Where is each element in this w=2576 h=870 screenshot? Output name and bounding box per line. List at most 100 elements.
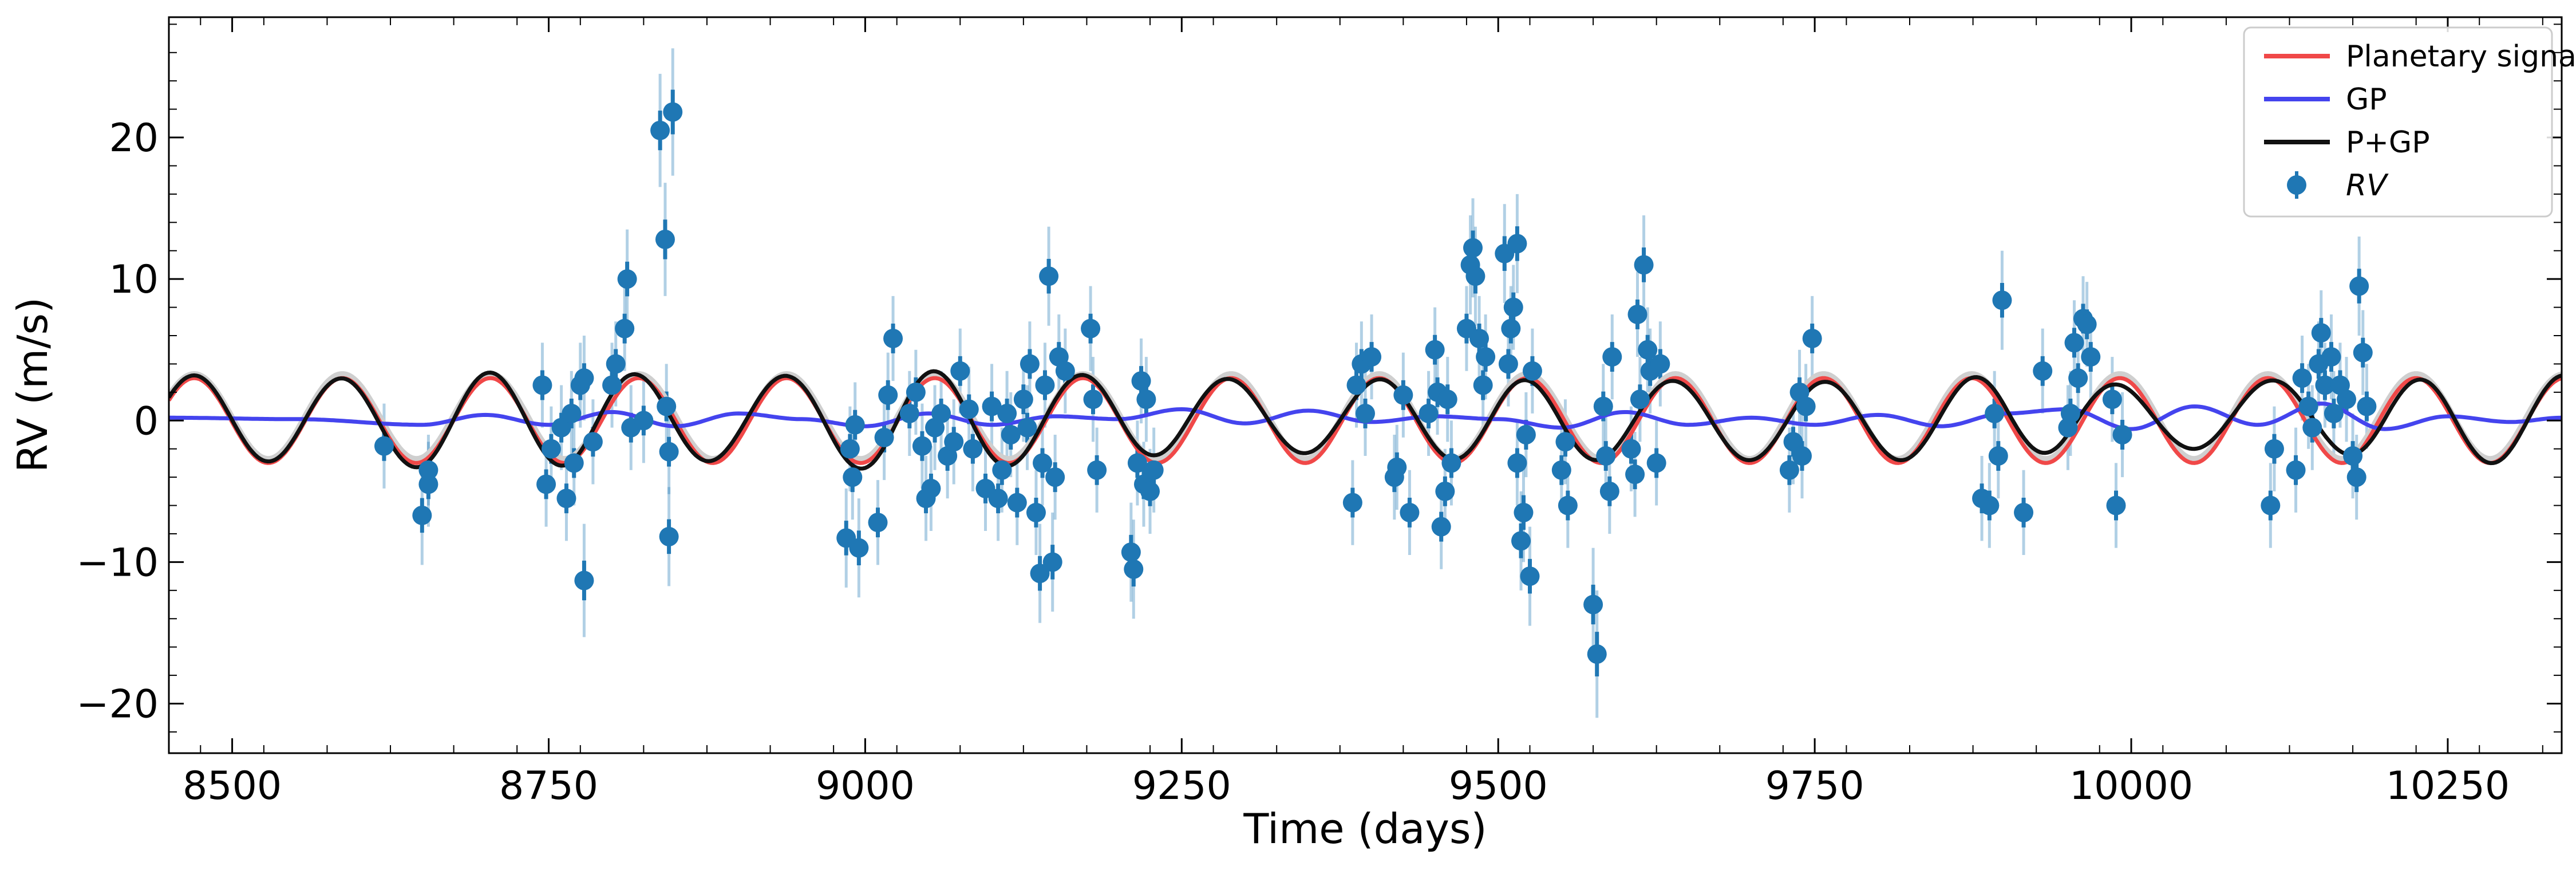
x-tick-label: 8750 — [499, 763, 598, 809]
rv-point — [634, 411, 654, 431]
rv-point — [2064, 333, 2084, 353]
legend-marker-swatch — [2287, 175, 2306, 195]
rv-point — [906, 382, 926, 402]
rv-point — [1469, 328, 1490, 348]
rv-point — [1507, 234, 1527, 254]
rv-point — [556, 489, 576, 509]
rv-point — [2298, 396, 2318, 416]
rv-point — [840, 439, 860, 459]
rv-point — [1498, 354, 1518, 374]
rv-point — [1988, 446, 2008, 466]
rv-point — [1473, 375, 1493, 395]
rv-point — [1431, 517, 1451, 537]
rv-point — [1522, 361, 1542, 381]
rv-point — [2357, 396, 2377, 416]
rv-point — [2077, 314, 2097, 334]
rv-point — [1992, 290, 2012, 310]
rv-point — [418, 460, 438, 480]
rv-point — [1437, 389, 1457, 410]
rv-point — [1007, 493, 1027, 513]
rv-point — [1511, 531, 1531, 551]
legend-label: GP — [2346, 82, 2387, 117]
y-tick-label: 20 — [109, 116, 159, 161]
rv-point — [1017, 418, 1037, 438]
rv-point — [1650, 354, 1670, 374]
rv-point — [1476, 347, 1496, 367]
rv-point — [2337, 389, 2357, 410]
rv-point — [1020, 354, 1040, 374]
rv-point — [1621, 439, 1641, 459]
rv-point — [1419, 403, 1439, 423]
rv-point — [1081, 318, 1101, 338]
rv-point — [1792, 446, 1812, 466]
rv-point — [574, 570, 594, 591]
rv-point — [412, 505, 432, 525]
rv-point — [583, 432, 603, 452]
rv-point — [1555, 432, 1575, 452]
rv-point — [931, 403, 951, 423]
axis-ticks: 8500 8750 9000 9250 9500 9750 10000 10250 −20 −10… — [76, 17, 2562, 809]
rv-point — [921, 478, 941, 498]
y-axis-title: RV (m/s) — [9, 297, 57, 473]
rv-point — [1599, 481, 1619, 501]
rv-point — [551, 418, 571, 438]
rv-point — [1646, 453, 1666, 473]
rv-point — [1779, 460, 1799, 480]
rv-point — [982, 396, 1002, 416]
rv-point — [1593, 396, 1613, 416]
rv-point — [1131, 371, 1151, 391]
rv-point — [845, 415, 865, 435]
y-tick-label: 0 — [134, 399, 159, 444]
x-tick-label: 9500 — [1449, 763, 1548, 809]
rv-point — [959, 399, 979, 419]
rv-point — [1124, 559, 1144, 579]
rv-point — [1425, 340, 1445, 360]
rv-point — [2302, 418, 2322, 438]
rv-point — [2060, 403, 2080, 423]
rv-point — [606, 354, 626, 374]
rv-point — [1087, 460, 1107, 480]
rv-point — [2014, 502, 2034, 522]
rv-point — [2081, 347, 2101, 367]
rv-point — [1001, 424, 1021, 444]
x-tick-label: 10250 — [2386, 763, 2510, 809]
rv-point — [1638, 340, 1658, 360]
rv-point — [615, 318, 635, 338]
rv-point — [1136, 389, 1156, 410]
rv-point — [1400, 502, 1420, 522]
rv-point — [2346, 467, 2366, 487]
legend-label: P+GP — [2346, 125, 2430, 160]
plot-frame — [168, 16, 2563, 754]
rv-point — [1980, 495, 2000, 515]
rv-point — [1144, 460, 1164, 480]
rv-point — [1393, 385, 1413, 405]
rv-point — [1507, 453, 1527, 473]
rv-point — [532, 375, 552, 395]
rv-point — [868, 513, 888, 533]
rv-point — [1596, 446, 1616, 466]
rv-point — [617, 269, 637, 289]
rv-point — [2311, 323, 2331, 343]
rv-point — [1602, 347, 1622, 367]
rv-point — [1985, 403, 2005, 423]
rv-point — [1465, 266, 1485, 286]
legend-box — [2243, 26, 2553, 218]
legend-label: Planetary signal — [2346, 40, 2576, 74]
rv-point — [2286, 460, 2306, 480]
rv-point — [963, 439, 983, 459]
rv-point — [874, 427, 894, 447]
rv-point — [1501, 318, 1521, 338]
rv-point — [899, 403, 919, 423]
x-tick-label: 10000 — [2069, 763, 2193, 809]
rv-point — [1558, 495, 1578, 515]
rv-point — [2324, 403, 2344, 423]
y-tick-label: −20 — [76, 682, 159, 727]
rv-point — [2292, 368, 2312, 388]
rv-point — [655, 229, 675, 249]
rv-point — [878, 385, 898, 405]
rv-point — [2315, 375, 2335, 395]
rv-point — [1026, 502, 1046, 522]
rv-point — [564, 453, 584, 473]
